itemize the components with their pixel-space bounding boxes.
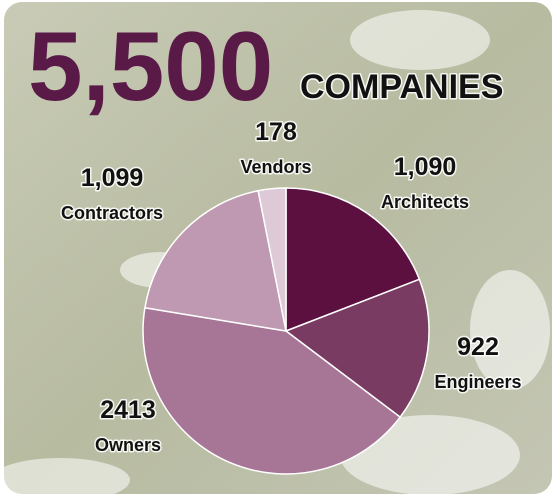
category-label: Architects <box>381 192 469 212</box>
category-label: Engineers <box>434 372 521 392</box>
chart-subtitle: COMPANIES <box>300 68 503 106</box>
pie-slice <box>285 187 421 333</box>
pie-slice <box>284 278 430 419</box>
category-label: Contractors <box>61 203 163 223</box>
pie-slice <box>142 306 402 475</box>
category-label: Owners <box>95 435 161 455</box>
chart-title: 5,500 <box>28 11 273 121</box>
value-label: 178 <box>255 118 297 146</box>
value-label: 1,099 <box>81 164 144 192</box>
value-label: 2413 <box>100 396 156 424</box>
value-label: 922 <box>457 333 499 361</box>
value-label: 1,090 <box>394 153 457 181</box>
daisies <box>0 10 550 502</box>
category-label: Vendors <box>240 157 311 177</box>
pie-slice <box>144 189 287 332</box>
pie-slice <box>257 187 287 332</box>
